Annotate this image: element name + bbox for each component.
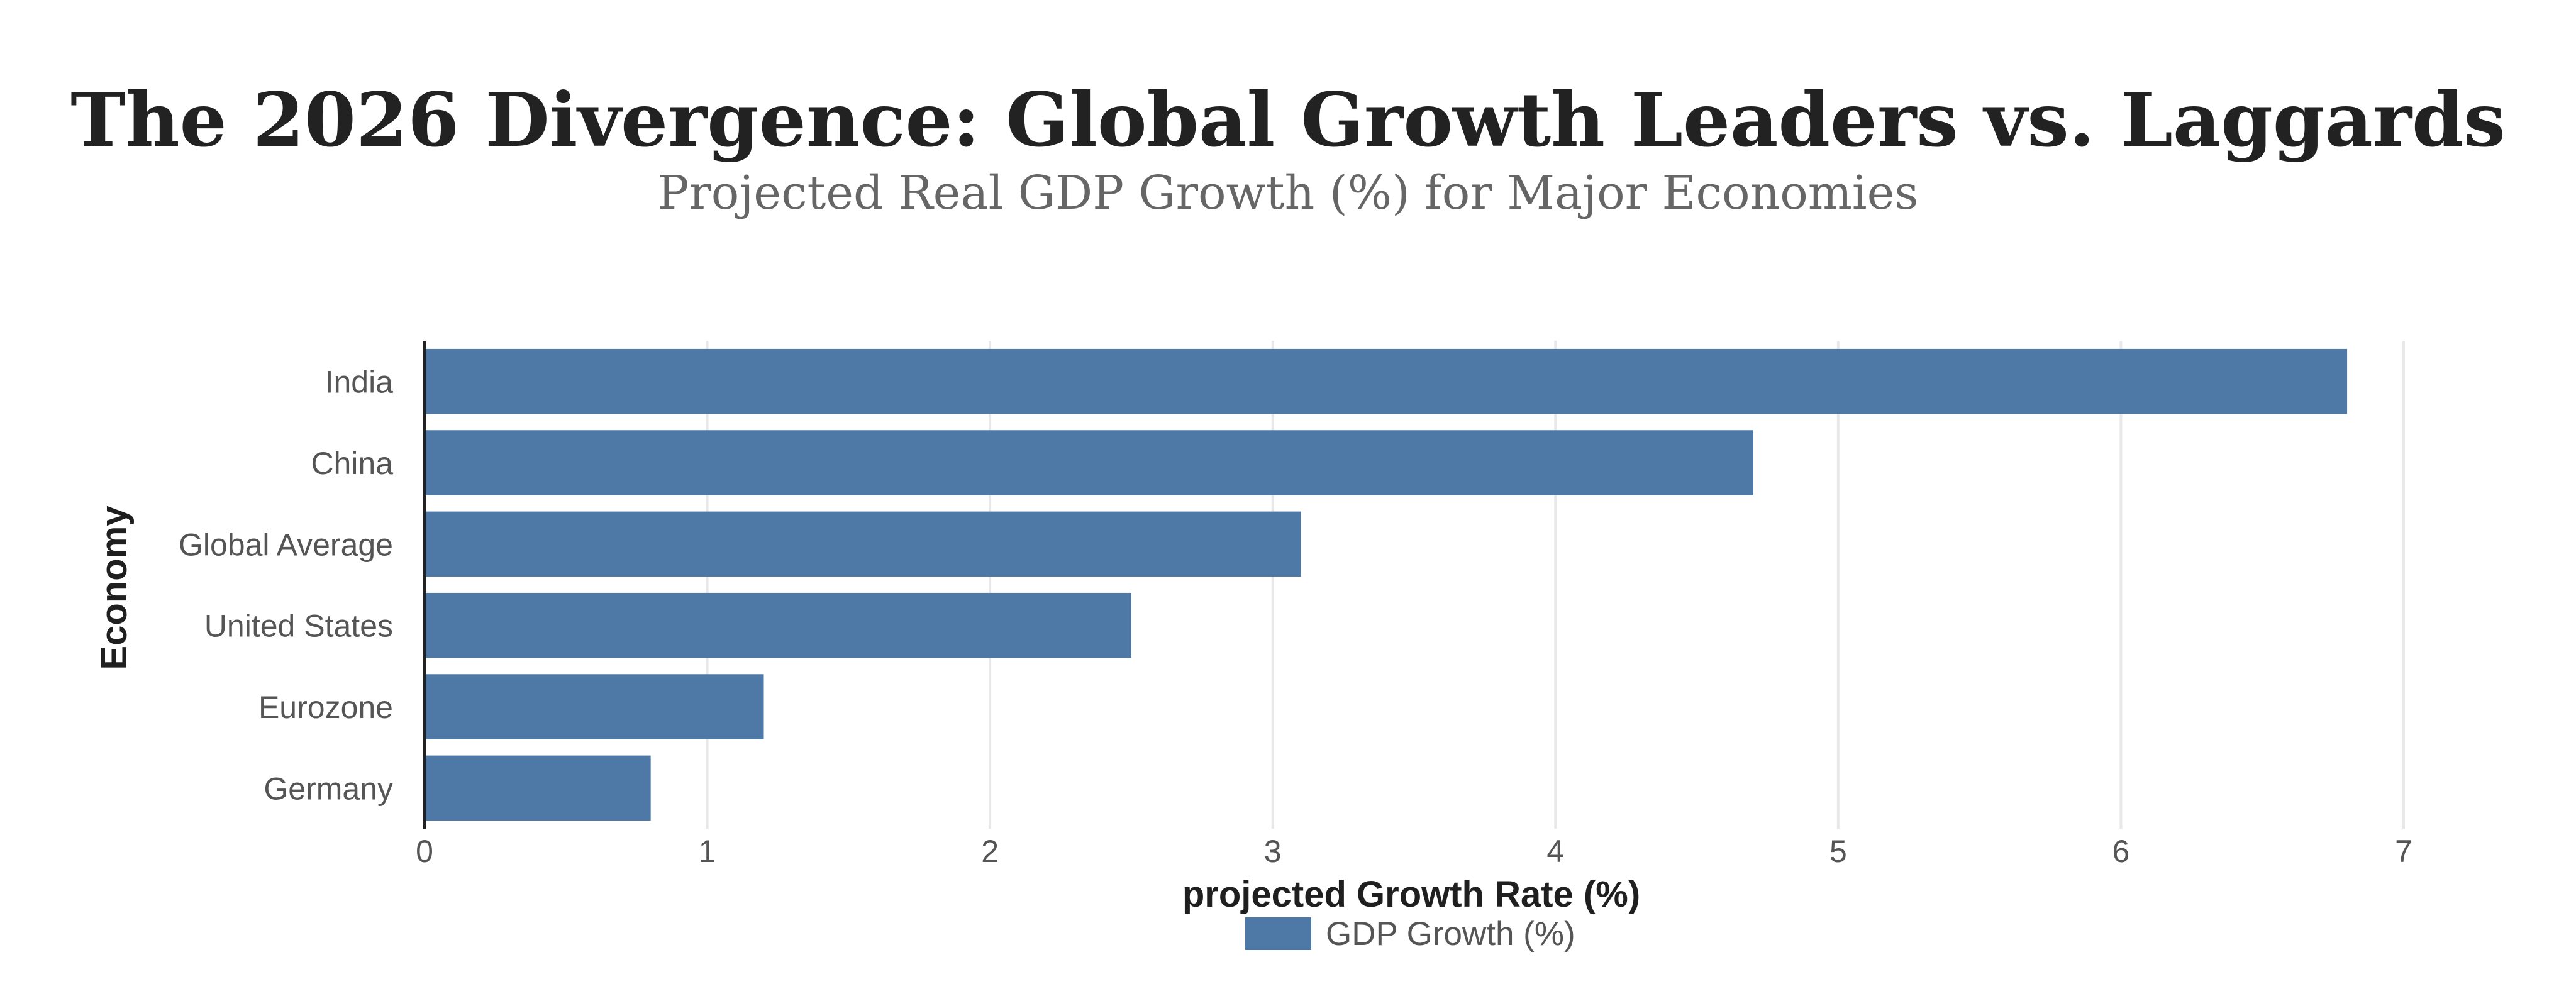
bar-eurozone — [425, 674, 764, 739]
x-tick-label: 2 — [981, 834, 999, 869]
x-tick-label: 0 — [416, 834, 433, 869]
y-tick-label: Eurozone — [258, 690, 393, 725]
chart-title: The 2026 Divergence: Global Growth Leade… — [70, 76, 2506, 163]
y-tick-label: India — [325, 365, 394, 400]
chart-subtitle: Projected Real GDP Growth (%) for Major … — [658, 166, 1919, 220]
y-tick-label: United States — [204, 609, 393, 644]
x-tick-label: 4 — [1546, 834, 1564, 869]
x-tick-label: 1 — [699, 834, 716, 869]
label-layer: 0 1 2 3 4 5 6 7 India China Global Average United S… — [179, 365, 2412, 869]
x-tick-label: 5 — [1829, 834, 1847, 869]
bar-germany — [425, 755, 651, 821]
bar-layer — [425, 348, 2348, 821]
y-tick-label: Germany — [264, 771, 393, 806]
x-tick-label: 6 — [2112, 834, 2130, 869]
grid-layer — [706, 341, 2405, 829]
y-tick-label: China — [311, 446, 393, 481]
bar-china — [425, 430, 1753, 495]
x-axis-title: projected Growth Rate (%) — [1182, 874, 1640, 915]
bar-united-states — [425, 592, 1131, 658]
y-tick-label: Global Average — [179, 527, 393, 562]
bar-india — [425, 348, 2348, 414]
x-tick-label: 7 — [2395, 834, 2412, 869]
y-axis-title: Economy — [94, 506, 135, 670]
bar-global-average — [425, 511, 1301, 577]
x-tick-label: 3 — [1264, 834, 1282, 869]
legend-swatch — [1245, 917, 1311, 950]
legend-label: GDP Growth (%) — [1326, 915, 1575, 953]
